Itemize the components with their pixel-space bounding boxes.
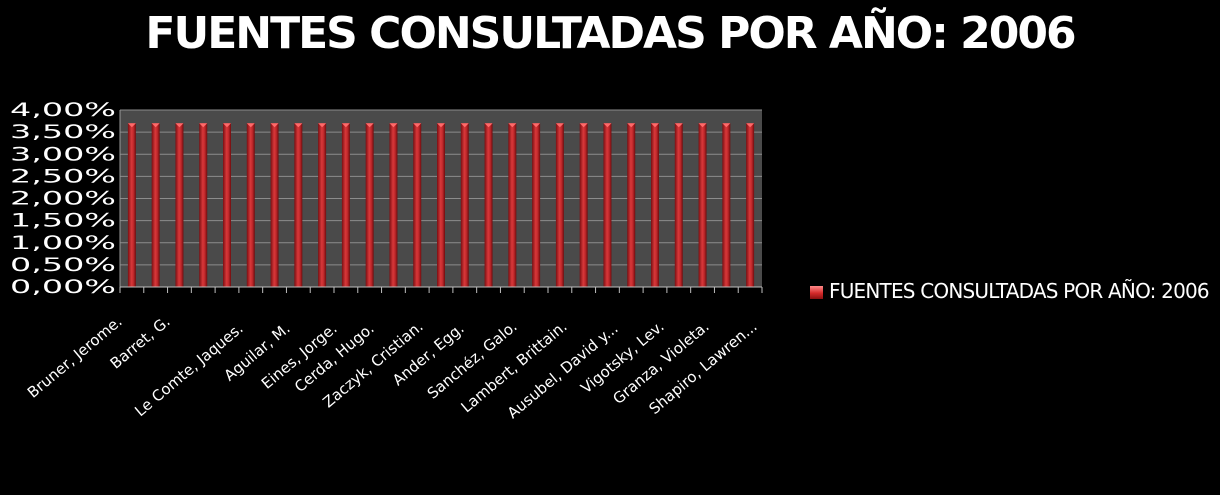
- bar-top: [508, 123, 517, 128]
- bar: [199, 123, 208, 288]
- bar-top: [746, 123, 755, 128]
- legend-label: FUENTES CONSULTADAS POR AÑO: 2006: [829, 279, 1210, 303]
- bar-top: [627, 123, 636, 128]
- bar: [603, 123, 612, 288]
- y-tick-label: 4,00%: [10, 99, 116, 121]
- bar: [722, 123, 731, 288]
- y-tick-label: 0,50%: [10, 254, 116, 276]
- legend: FUENTES CONSULTADAS POR AÑO: 2006: [810, 273, 1215, 309]
- bar: [651, 123, 659, 288]
- bar-top: [199, 123, 208, 128]
- bar-top: [532, 123, 541, 128]
- bar: [532, 123, 541, 288]
- bar-top: [579, 123, 588, 128]
- bar: [508, 123, 517, 288]
- bar-top: [413, 123, 422, 128]
- bar-top: [341, 123, 350, 128]
- bar-top: [674, 123, 683, 128]
- bar: [127, 123, 136, 288]
- bar-top: [270, 123, 279, 128]
- bar-top: [437, 123, 445, 128]
- bar-top: [223, 123, 231, 128]
- legend-swatch: [810, 286, 823, 299]
- bar: [389, 123, 398, 288]
- bar-top: [294, 123, 303, 128]
- bar: [674, 123, 683, 288]
- bar-top: [484, 123, 493, 128]
- bar-top: [389, 123, 398, 128]
- bar: [246, 123, 255, 288]
- bar: [579, 123, 588, 288]
- bar: [270, 123, 279, 288]
- bar-top: [603, 123, 612, 128]
- bar-top: [365, 123, 374, 128]
- bar: [223, 123, 231, 288]
- bar-top: [698, 123, 707, 128]
- bar-top: [151, 123, 160, 128]
- bar-top: [460, 123, 469, 128]
- bar-top: [555, 123, 564, 128]
- y-tick-label: 3,50%: [10, 121, 116, 143]
- bar: [555, 123, 564, 288]
- y-tick-label: 2,00%: [10, 188, 116, 210]
- bar-top: [175, 123, 184, 128]
- bar: [746, 123, 755, 288]
- bar: [437, 123, 445, 288]
- bar: [627, 123, 636, 288]
- y-tick-label: 1,50%: [10, 210, 116, 232]
- bar: [318, 123, 327, 288]
- bar-top: [246, 123, 255, 128]
- bar-top: [127, 123, 136, 128]
- y-tick-label: 3,00%: [10, 143, 116, 165]
- bar: [175, 123, 184, 288]
- bar: [698, 123, 707, 288]
- y-tick-label: 1,00%: [10, 232, 116, 254]
- y-tick-label: 2,50%: [10, 165, 116, 187]
- bar: [294, 123, 303, 288]
- bar-top: [318, 123, 327, 128]
- bar: [460, 123, 469, 288]
- bar: [413, 123, 422, 288]
- y-tick-label: 0,00%: [10, 276, 116, 298]
- bar: [484, 123, 493, 288]
- bar: [151, 123, 160, 288]
- bar: [365, 123, 374, 288]
- bar-top: [722, 123, 731, 128]
- bar-top: [651, 123, 659, 128]
- bar: [341, 123, 350, 288]
- chart-title: FUENTES CONSULTADAS POR AÑO: 2006: [145, 8, 1076, 59]
